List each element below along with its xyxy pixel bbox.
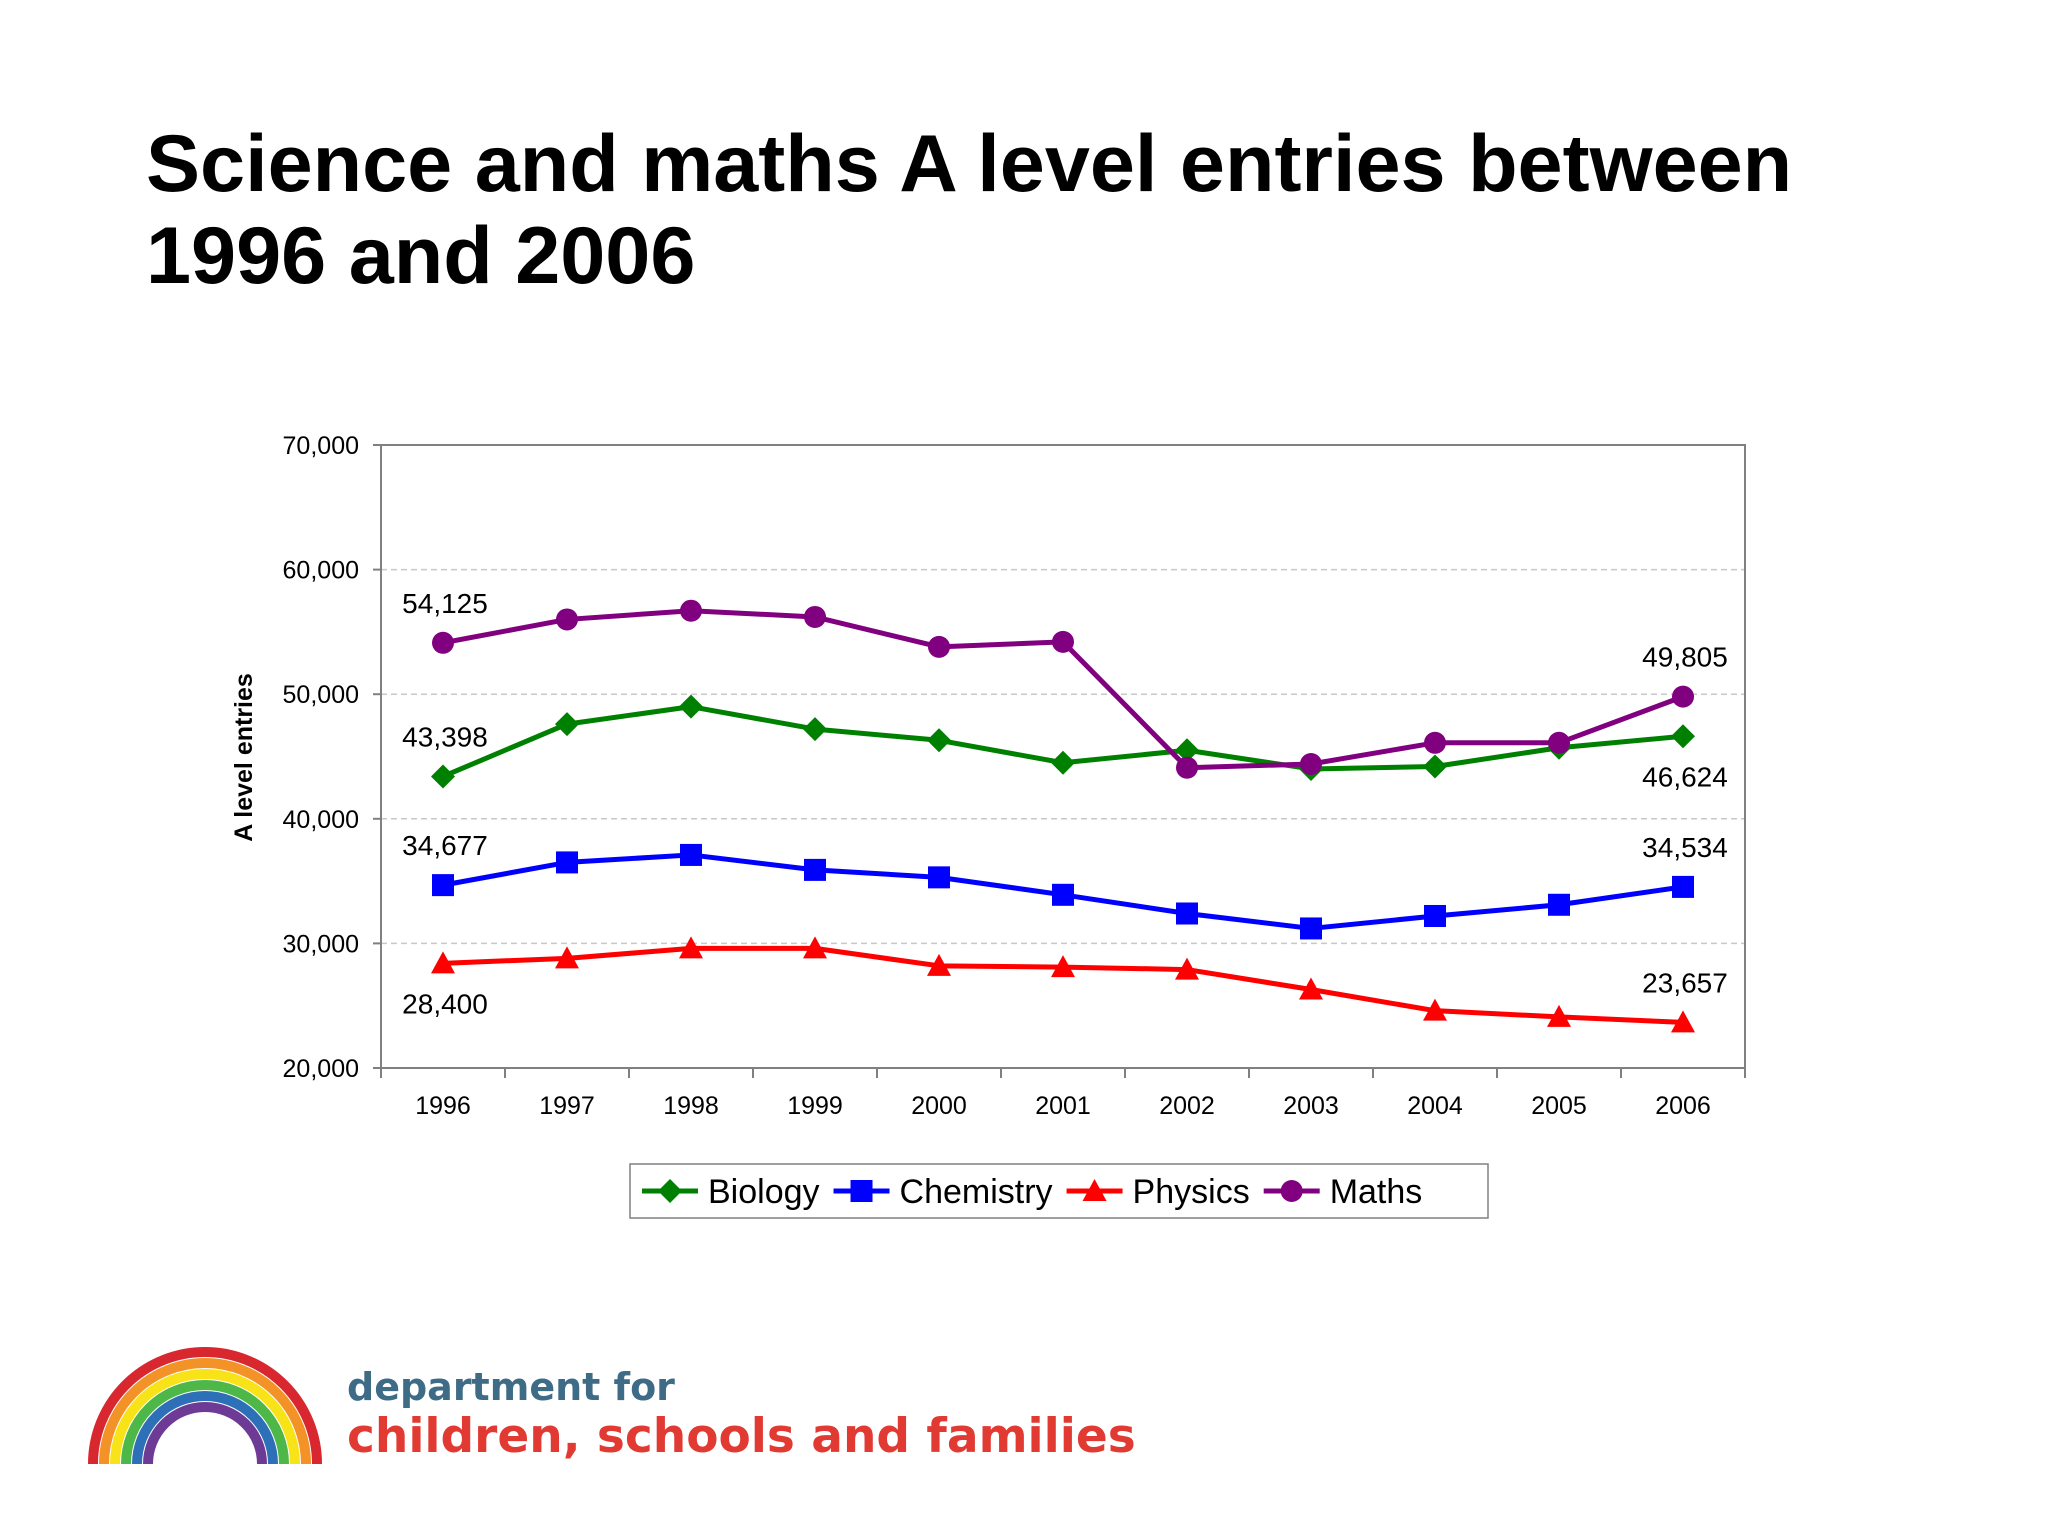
y-tick-label: 70,000 [283, 432, 359, 460]
logo-line-1: department for [347, 1365, 675, 1409]
plot-area-frame [380, 444, 1746, 1069]
data-label-maths: 54,125 [402, 588, 488, 619]
rainbow-logo-icon [88, 1347, 322, 1465]
data-point-physics [431, 951, 455, 974]
x-tick-label: 2005 [1531, 1092, 1587, 1120]
rainbow-arc [121, 1380, 289, 1465]
data-point-maths [1672, 685, 1694, 708]
data-label-chemistry: 34,677 [402, 830, 488, 861]
data-point-physics [927, 953, 951, 976]
data-label-physics: 23,657 [1642, 967, 1728, 998]
slide-title-line-1: Science and maths A level entries betwee… [146, 119, 1793, 209]
data-point-biology [555, 712, 579, 737]
chart-series [431, 599, 1695, 1033]
chart-gridlines [381, 444, 1745, 945]
legend-marker-physics [1082, 1179, 1107, 1201]
data-point-maths [1176, 756, 1198, 779]
x-tick-label: 2003 [1283, 1092, 1339, 1120]
data-point-biology [431, 764, 455, 789]
data-label-biology: 46,624 [1642, 761, 1728, 792]
data-point-chemistry [1176, 902, 1198, 925]
legend-marker-chemistry [850, 1180, 873, 1202]
x-tick-label: 2004 [1407, 1092, 1463, 1120]
slide-title-line-2: 1996 and 2006 [146, 211, 696, 301]
data-point-chemistry [1424, 904, 1446, 927]
data-point-physics [679, 936, 703, 959]
legend-label-maths: Maths [1330, 1173, 1423, 1211]
data-point-chemistry [1672, 875, 1694, 898]
data-point-chemistry [556, 851, 578, 874]
data-point-physics [1051, 955, 1075, 978]
data-point-physics [1547, 1004, 1571, 1027]
data-point-physics [555, 946, 579, 969]
data-point-biology [1423, 754, 1447, 779]
x-tick-label: 2006 [1655, 1092, 1711, 1120]
data-point-biology [927, 728, 951, 753]
department-logo-text: department for children, schools and fam… [347, 1365, 1136, 1465]
logo-line-2: children, schools and families [347, 1409, 1136, 1464]
data-point-physics [1671, 1010, 1695, 1033]
rainbow-arc [132, 1391, 278, 1465]
data-point-chemistry [432, 874, 454, 897]
x-tick-label: 2001 [1035, 1092, 1091, 1120]
data-point-chemistry [680, 843, 702, 866]
data-point-maths [928, 635, 950, 658]
legend-label-physics: Physics [1133, 1173, 1250, 1211]
data-point-physics [1175, 957, 1199, 980]
x-tick-label: 1997 [539, 1092, 595, 1120]
y-axis-label: A level entries [230, 673, 258, 842]
chart-axes: 20,000 30,000 40,000 50,000 60,000 70,000 1996… [230, 432, 1746, 1120]
data-point-maths [432, 631, 454, 654]
legend-box [629, 1163, 1489, 1219]
rainbow-arc [110, 1369, 300, 1465]
x-tick-label: 2002 [1159, 1092, 1215, 1120]
chart-data-labels: 43,398 46,624 34,677 34,534 28,400 23,657 54,1… [402, 588, 1728, 1020]
rainbow-arc [99, 1358, 311, 1465]
data-label-maths: 49,805 [1642, 642, 1728, 673]
x-tick-label: 1999 [787, 1092, 843, 1120]
data-point-chemistry [1548, 893, 1570, 916]
data-label-biology: 43,398 [402, 721, 488, 752]
x-tick-label: 2000 [911, 1092, 967, 1120]
data-point-maths [680, 599, 702, 622]
data-label-chemistry: 34,534 [1642, 832, 1728, 863]
data-point-maths [1548, 731, 1570, 754]
legend-label-biology: Biology [708, 1173, 820, 1211]
y-tick-label: 40,000 [283, 806, 359, 834]
data-point-biology [1051, 750, 1075, 775]
x-tick-label: 1996 [415, 1092, 471, 1120]
data-point-biology [1671, 724, 1695, 749]
data-point-maths [1300, 752, 1322, 775]
data-label-physics: 28,400 [402, 988, 488, 1019]
rainbow-arc [88, 1347, 322, 1465]
legend-label-chemistry: Chemistry [900, 1173, 1053, 1211]
data-point-maths [1052, 630, 1074, 653]
data-point-biology [679, 694, 703, 719]
y-tick-label: 30,000 [283, 930, 359, 958]
data-point-chemistry [804, 858, 826, 881]
y-tick-label: 20,000 [283, 1055, 359, 1083]
data-point-physics [1299, 977, 1323, 1000]
y-tick-label: 50,000 [283, 681, 359, 709]
data-point-maths [1424, 731, 1446, 754]
line-chart: 20,000 30,000 40,000 50,000 60,000 70,000 1996… [230, 432, 1746, 1219]
data-point-biology [803, 717, 827, 742]
y-tick-label: 60,000 [283, 557, 359, 585]
data-point-maths [804, 605, 826, 628]
data-point-physics [803, 936, 827, 959]
data-point-physics [1423, 998, 1447, 1021]
rainbow-arc [143, 1402, 267, 1465]
legend-marker-maths [1280, 1180, 1303, 1202]
x-tick-label: 1998 [663, 1092, 719, 1120]
slide-title: Science and maths A level entries betwee… [146, 118, 1946, 302]
chart-legend: Biology Chemistry Physics Maths [629, 1163, 1489, 1219]
data-point-chemistry [1300, 917, 1322, 940]
data-point-chemistry [928, 866, 950, 889]
data-point-chemistry [1052, 883, 1074, 906]
data-point-biology [1175, 738, 1199, 763]
data-point-maths [556, 608, 578, 631]
legend-marker-biology [658, 1179, 682, 1203]
